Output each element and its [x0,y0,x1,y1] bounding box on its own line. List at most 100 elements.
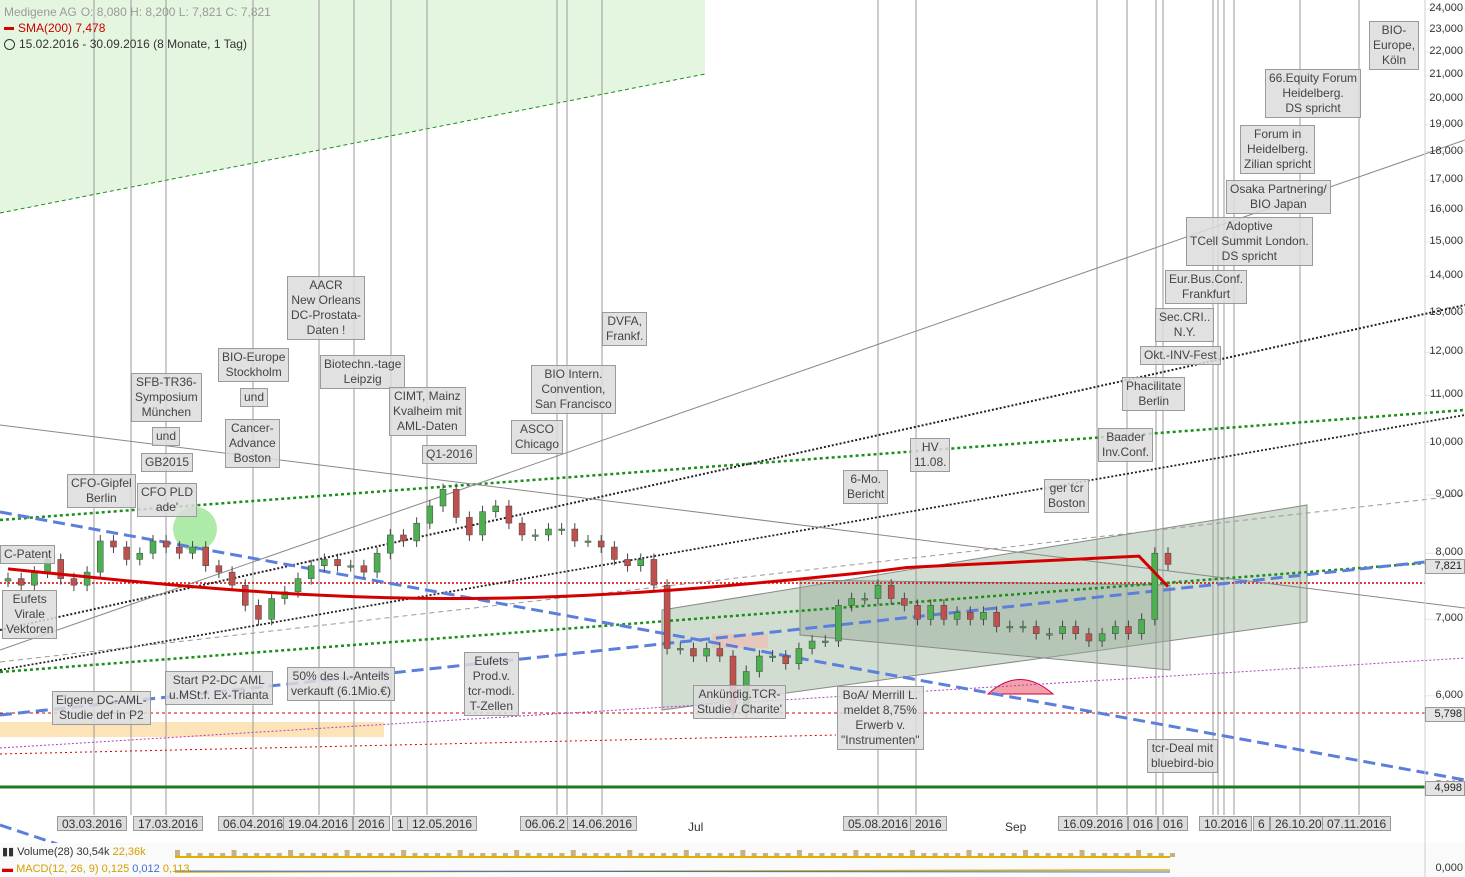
volume-bar [1056,853,1062,857]
annotation-box: Eufets Prod.v. tcr-modi. T-Zellen [464,652,519,716]
candle-body [518,522,526,536]
indicator-zero-label: 0,000 [1435,862,1463,874]
volume-bar [1113,853,1119,857]
volume-bar [808,853,814,857]
y-tick-label: 11,000 [1430,388,1463,401]
volume-bar [536,853,542,857]
candle-body [505,505,513,524]
volume-bar [1000,853,1006,857]
volume-bar [457,850,463,857]
red-dotted-lower [0,734,837,755]
annotation-box: Phacilitate Berlin [1122,377,1186,411]
volume-bar [853,850,859,857]
candle-body [136,552,144,560]
annotation-box: und [152,427,181,446]
volume-bar [989,853,995,857]
volume-bar [638,853,644,857]
candle-body [756,655,763,672]
clock-icon [4,38,15,50]
sma200-line [7,554,1170,601]
volume-bar [401,850,407,857]
volume-bar [1147,853,1153,857]
candle-body [452,489,460,518]
x-date-label: 6 [1253,816,1270,831]
volume-bar [344,850,350,857]
candle-body [597,540,605,548]
candle-body [360,565,368,573]
candle-body [123,546,130,560]
y-tick-label: 12,000 [1429,345,1463,358]
volume-bar [446,853,452,857]
y-tick-label: 15,000 [1429,234,1463,247]
volume-bar [683,850,689,857]
y-tick-label: 17,000 [1429,172,1463,185]
background-layer [0,0,1308,737]
green-circle [173,507,217,551]
volume-bar [570,850,576,857]
candle-body [17,578,25,586]
x-month-label: Sep [1005,820,1027,834]
volume-bar [1079,850,1085,857]
volume-bar [649,853,655,857]
annotation-box: Eur.Bus.Conf. Frankfurt [1165,270,1248,304]
candle-body [479,511,486,536]
volume-bar [672,853,678,857]
annotation-box: Okt.-INV-Fest [1140,346,1221,365]
blue-dashed-down [0,510,1465,782]
annotation-box: BIO Intern. Convention, San Francisco [531,365,616,414]
annotation-box: Biotechn.-tage Leipzig [320,355,406,389]
candle-body [532,534,539,537]
volume-bar [412,853,418,857]
candle-body [624,559,631,566]
x-date-label: 1 [392,816,409,831]
volume-bar [1102,853,1108,857]
candle-body [690,648,697,657]
volume-bar [977,853,983,857]
date-range: 15.02.2016 - 30.09.2016 (8 Monate, 1 Tag… [19,37,247,51]
candle-body [439,489,447,507]
candle-body [215,565,223,573]
volume-bar [231,850,237,857]
sma-legend-swatch [4,26,14,30]
volume-bar [310,853,316,857]
candle-body [1164,552,1172,565]
y-tick-label: 10,000 [1429,435,1463,448]
annotation-box: C-Patent [0,545,56,564]
volume-bar [1158,853,1164,857]
volume-bar [1124,853,1130,857]
volume-bar [1023,850,1029,857]
candle-body [373,552,381,573]
candle-body [294,578,302,593]
candle-body [202,546,209,566]
volume-bar [706,853,712,857]
price-flag: 5,798 [1425,707,1465,722]
volume-bar [1011,853,1017,857]
x-date-label: 14.06.2016 [567,816,638,831]
chart-header: Medigene AG O: 8,080 H: 8,200 L: 7,821 C:… [4,4,271,52]
volume-bar [480,853,486,857]
volume-bar [955,853,961,857]
volume-bar [1034,853,1040,857]
volume-bar [1136,850,1142,857]
annotation-box: tcr-Deal mit bluebird-bio [1147,739,1218,773]
annotation-box: Baader Inv.Conf. [1098,428,1154,462]
y-tick-label: 13,000 [1429,305,1463,318]
candle-body [426,505,434,524]
y-tick-label: 21,000 [1429,68,1463,81]
candle-body [953,612,961,620]
candle-body [413,522,420,542]
candle-body [716,648,724,657]
y-tick-label: 9,000 [1435,487,1463,500]
volume-bar [876,853,882,857]
volume-bar [593,853,599,857]
grey-dashed [0,494,1465,663]
candle-body [268,598,275,620]
trendlines-layer [0,139,1465,847]
annotation-box: Eigene DC-AML- Studie def in P2 [52,691,151,725]
macd-value-3: 0,113 [162,863,190,875]
volume-bar [423,853,429,857]
y-tick-label: 23,000 [1429,23,1463,36]
annotation-box: Q1-2016 [422,445,477,464]
volume-bar [254,853,260,857]
volume-bar [468,853,474,857]
